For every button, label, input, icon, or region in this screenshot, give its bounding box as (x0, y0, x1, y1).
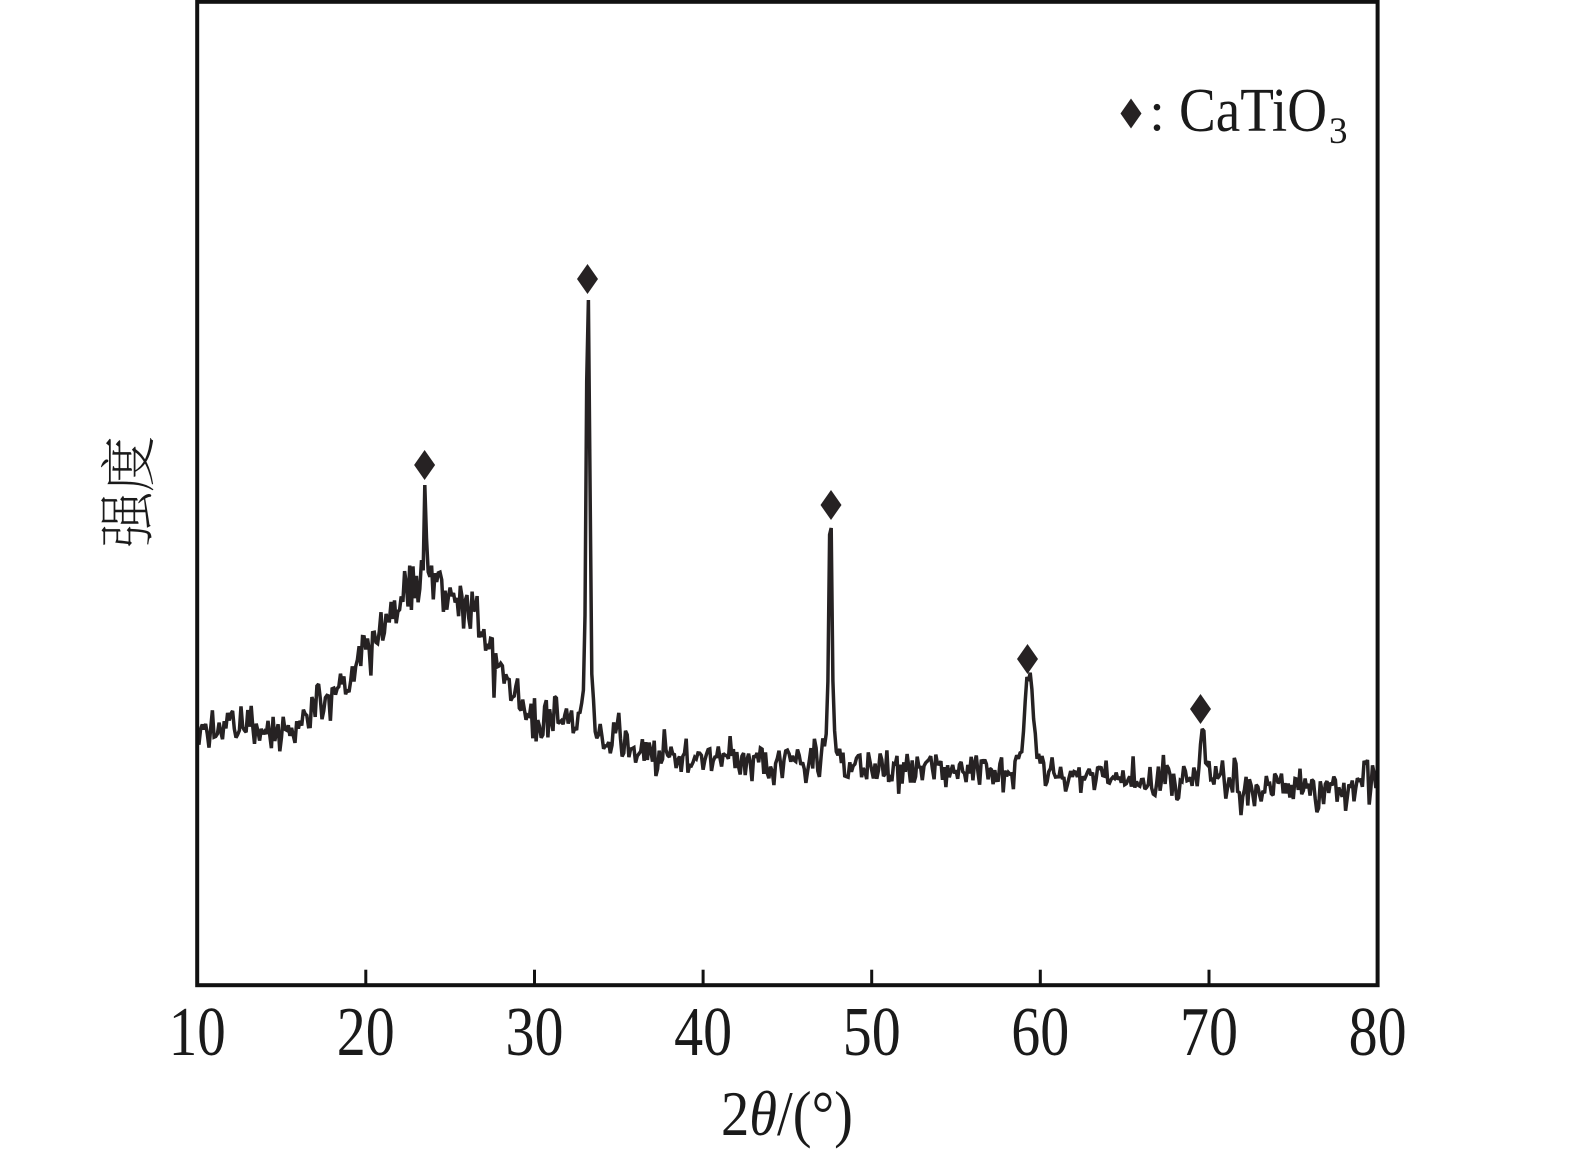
svg-text:20: 20 (337, 994, 395, 1071)
svg-text:3: 3 (1329, 111, 1348, 152)
svg-text:60: 60 (1011, 994, 1069, 1071)
svg-text:2θ/(°): 2θ/(°) (721, 1078, 853, 1149)
svg-text:80: 80 (1349, 994, 1407, 1071)
svg-text::: : (1149, 81, 1165, 143)
svg-text:40: 40 (674, 994, 732, 1071)
svg-text:50: 50 (843, 994, 901, 1071)
svg-text:CaTiO: CaTiO (1179, 77, 1327, 145)
svg-text:30: 30 (506, 994, 564, 1071)
svg-text:70: 70 (1180, 994, 1238, 1071)
svg-text:10: 10 (169, 994, 226, 1071)
